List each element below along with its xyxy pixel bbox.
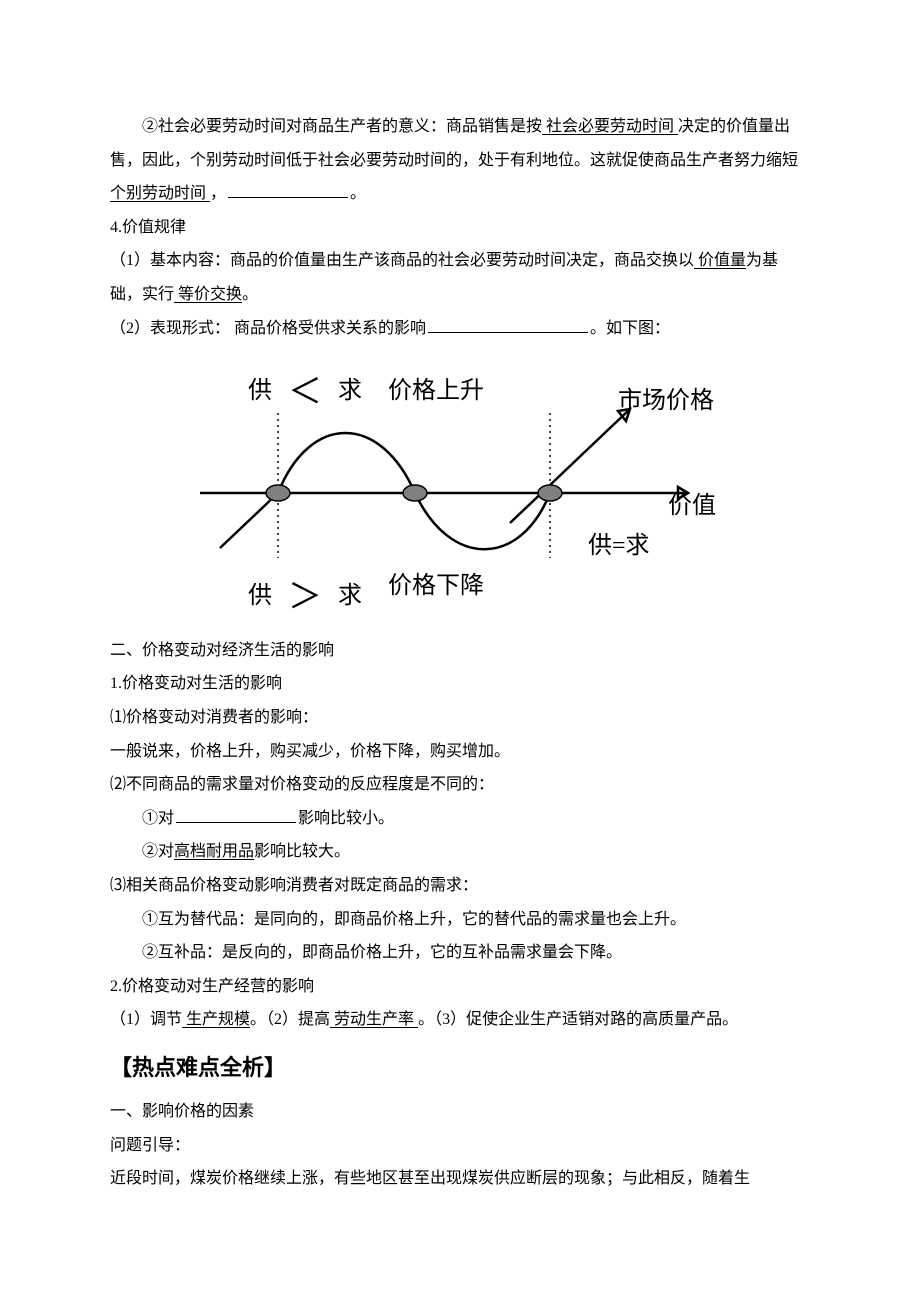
blank-filled: 社会必要劳动时间 bbox=[542, 118, 678, 135]
section-2-title: 二、价格变动对经济生活的影响 bbox=[110, 634, 810, 668]
blank-filled: 价值量 bbox=[694, 252, 746, 269]
s2-2a: （1）调节 生产规模。（2）提高 劳动生产率 。（3）促使企业生产适销对路的高质… bbox=[110, 1003, 810, 1037]
text: 。 bbox=[242, 286, 258, 303]
label-equilibrium: 供=求 bbox=[588, 532, 650, 559]
text: 影响比较小。 bbox=[298, 810, 394, 827]
label-value: 价值 bbox=[668, 492, 716, 519]
s2-1-2a: ①对 影响比较小。 bbox=[110, 802, 810, 836]
diagram-svg: 供 ＜ 求 价格上升 市场价格 价值 供=求 供 ＞ 求 价格下降 bbox=[170, 353, 730, 613]
text: ， bbox=[210, 185, 226, 202]
label-demand-bot: 求 bbox=[338, 582, 362, 609]
blank-empty bbox=[228, 181, 348, 198]
label-price-up: 价格上升 bbox=[388, 377, 484, 404]
label-price-down: 价格下降 bbox=[388, 572, 484, 599]
s2-1-1b: 一般说来，价格上升，购买减少，价格下降，购买增加。 bbox=[110, 735, 810, 769]
s2-1-2b: ②对高档耐用品影响比较大。 bbox=[110, 835, 810, 869]
s2-1-3a: ①互为替代品：是同向的，即商品价格上升，它的替代品的需求量也会上升。 bbox=[110, 903, 810, 937]
underline-text: 高档耐用品 bbox=[174, 843, 254, 860]
text: ②社会必要劳动时间对商品生产者的意义：商品销售是按 bbox=[142, 118, 542, 135]
hot-1: 一、影响价格的因素 bbox=[110, 1095, 810, 1129]
s2-1-3b: ②互补品：是反向的，即商品价格上升，它的互补品需求量会下降。 bbox=[110, 936, 810, 970]
label-supply-bot: 供 bbox=[248, 582, 272, 609]
hot-2: 问题引导： bbox=[110, 1129, 810, 1163]
text: 。 bbox=[350, 185, 366, 202]
blank-filled: 劳动生产率 bbox=[330, 1011, 418, 1028]
blank-empty bbox=[428, 316, 588, 333]
label-supply-top: 供 bbox=[248, 377, 272, 404]
text: 。如下图： bbox=[590, 320, 670, 337]
hot-3: 近段时间，煤炭价格继续上涨，有些地区甚至出现煤炭供应断层的现象；与此相反，随着生 bbox=[110, 1162, 810, 1196]
text: 。（3）促使企业生产适销对路的高质量产品。 bbox=[418, 1011, 738, 1028]
s2-1-3: ⑶相关商品价格变动影响消费者对既定商品的需求： bbox=[110, 869, 810, 903]
paragraph-3: （1）基本内容：商品的价值量由生产该商品的社会必要劳动时间决定，商品交换以 价值… bbox=[110, 244, 810, 311]
blank-empty bbox=[176, 806, 296, 823]
s2-1-2: ⑵不同商品的需求量对价格变动的反应程度是不同的： bbox=[110, 768, 810, 802]
label-demand-top: 求 bbox=[338, 377, 362, 404]
gt-icon: ＞ bbox=[288, 579, 322, 613]
heading-4: 4.价值规律 bbox=[110, 211, 810, 245]
text: 影响比较大。 bbox=[254, 843, 350, 860]
text: （1）调节 bbox=[110, 1011, 182, 1028]
lt-icon: ＜ bbox=[288, 374, 322, 411]
s2-2: 2.价格变动对生产经营的影响 bbox=[110, 970, 810, 1004]
text: （2）表现形式： 商品价格受供求关系的影响 bbox=[110, 320, 426, 337]
text: ①对 bbox=[142, 810, 174, 827]
value-law-diagram: 供 ＜ 求 价格上升 市场价格 价值 供=求 供 ＞ 求 价格下降 bbox=[170, 353, 810, 626]
text: ②对 bbox=[142, 843, 174, 860]
paragraph-4: （2）表现形式： 商品价格受供求关系的影响 。如下图： bbox=[110, 312, 810, 346]
document-page: ②社会必要劳动时间对商品生产者的意义：商品销售是按 社会必要劳动时间 决定的价值… bbox=[0, 0, 920, 1256]
hot-section-title: 【热点难点全析】 bbox=[110, 1045, 810, 1091]
text: 。（2）提高 bbox=[250, 1011, 330, 1028]
s2-1: 1.价格变动对生活的影响 bbox=[110, 667, 810, 701]
blank-filled: 个别劳动时间 bbox=[110, 185, 210, 202]
text: （1）基本内容：商品的价值量由生产该商品的社会必要劳动时间决定，商品交换以 bbox=[110, 252, 694, 269]
blank-filled: 等价交换 bbox=[174, 286, 242, 303]
paragraph-1: ②社会必要劳动时间对商品生产者的意义：商品销售是按 社会必要劳动时间 决定的价值… bbox=[110, 110, 810, 211]
label-market-price: 市场价格 bbox=[618, 387, 714, 414]
s2-1-1: ⑴价格变动对消费者的影响： bbox=[110, 701, 810, 735]
blank-filled: 生产规模 bbox=[182, 1011, 250, 1028]
